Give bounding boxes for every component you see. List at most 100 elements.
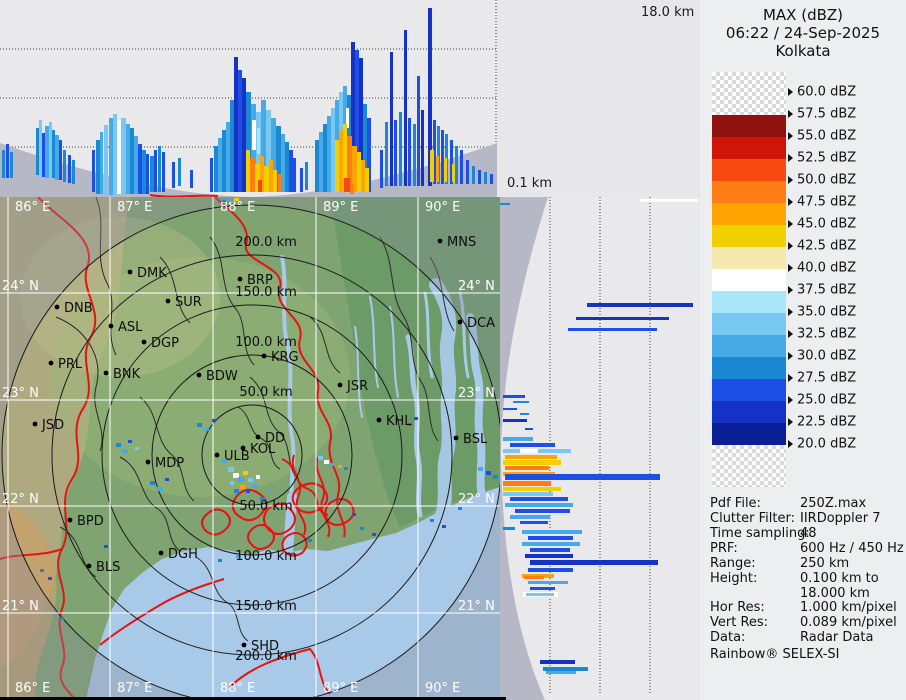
echo-bar	[503, 460, 561, 465]
echo-bar	[250, 158, 255, 192]
scale-value-label: 37.5 dBZ	[797, 283, 856, 298]
echo-bar	[587, 303, 693, 307]
city-label: ASL	[118, 320, 143, 335]
tick-marker-icon	[788, 308, 793, 316]
echo-cell	[352, 513, 356, 516]
echo-cell	[308, 539, 312, 542]
tick-marker-icon	[788, 110, 793, 118]
echo-cell	[360, 527, 364, 530]
city-dot	[238, 277, 243, 282]
scale-value-label: 27.5 dBZ	[797, 371, 856, 386]
tick-marker-icon	[788, 418, 793, 426]
tick-marker-icon	[788, 176, 793, 184]
tick-marker-icon	[788, 154, 793, 162]
echo-cell	[330, 497, 334, 500]
scale-value-label: 20.0 dBZ	[797, 437, 856, 452]
echo-bar	[100, 132, 103, 194]
echo-bar	[505, 466, 549, 470]
range-ring-label: 200.0 km	[235, 235, 297, 250]
echo-bar	[530, 560, 658, 565]
range-ring-label: 100.0 km	[235, 335, 297, 350]
echo-bar	[162, 152, 165, 192]
city-label: ULB	[224, 449, 250, 464]
echo-bar	[234, 57, 238, 192]
echo-cell	[238, 477, 244, 482]
city-label: MNS	[447, 235, 476, 250]
scale-value-label: 35.0 dBZ	[797, 305, 856, 320]
echo-bar	[413, 124, 416, 186]
echo-bar	[335, 140, 339, 192]
city-dot	[87, 564, 92, 569]
echo-cell	[324, 460, 329, 464]
echo-bar	[524, 576, 544, 579]
color-swatch	[712, 291, 786, 313]
longitude-label: 89° E	[323, 681, 358, 696]
echo-bar	[10, 152, 13, 178]
echo-cell	[122, 449, 128, 453]
color-swatch	[712, 137, 786, 159]
echo-bar	[63, 150, 66, 182]
city-label: SUR	[175, 295, 202, 310]
echo-bar	[357, 152, 361, 192]
echo-bar	[339, 130, 343, 192]
city-dot	[146, 460, 151, 465]
tick-marker-icon	[788, 286, 793, 294]
color-swatch	[712, 335, 786, 357]
echo-bar	[543, 667, 588, 671]
metadata-value: 1.000 km/pixel	[800, 600, 897, 615]
echo-cell	[212, 419, 216, 422]
echo-cell	[230, 481, 234, 485]
metadata-label: Vert Res:	[710, 615, 768, 630]
scale-value-label: 25.0 dBZ	[797, 393, 856, 408]
echo-cell	[256, 475, 260, 479]
echo-bar	[315, 140, 319, 192]
echo-bar	[490, 174, 493, 184]
top-height-projection-panel[interactable]	[0, 0, 497, 197]
city-label: BNK	[113, 367, 141, 382]
echo-cell	[330, 463, 334, 466]
echo-cell	[222, 200, 226, 202]
metadata-label: Data:	[710, 630, 745, 645]
metadata-label: Hor Res:	[710, 600, 765, 615]
echo-bar	[42, 133, 45, 177]
echo-bar	[515, 509, 570, 513]
echo-bar	[121, 118, 126, 194]
city-label: BSL	[463, 432, 488, 447]
city-dot	[454, 436, 459, 441]
echo-cell	[165, 478, 169, 481]
echo-cell	[338, 465, 342, 468]
color-swatch	[712, 357, 786, 379]
echo-cell	[234, 198, 239, 201]
echo-cell	[197, 423, 202, 427]
range-ring-label: 200.0 km	[235, 649, 297, 664]
echo-cell	[228, 199, 234, 202]
city-label: DMK	[137, 266, 167, 281]
echo-bar	[478, 170, 481, 184]
echo-bar	[568, 328, 657, 331]
echo-bar	[2, 150, 5, 178]
color-swatch	[712, 225, 786, 247]
echo-cell	[157, 487, 163, 491]
echo-bar	[484, 172, 487, 184]
echo-bar	[455, 146, 458, 184]
product-name: MAX (dBZ)	[700, 6, 906, 24]
radar-map-view[interactable]: 86° E86° E87° E87° E88° E88° E89° E89° E…	[0, 197, 500, 700]
echo-bar	[150, 156, 154, 192]
echo-bar	[285, 142, 289, 192]
city-dot	[166, 299, 171, 304]
echo-bar	[520, 521, 548, 524]
station-name: Kolkata	[700, 42, 906, 60]
tick-marker-icon	[788, 396, 793, 404]
echo-bar	[503, 492, 553, 496]
city-label: BPD	[77, 514, 104, 529]
latitude-label: 21° N	[458, 599, 495, 614]
echo-bar	[421, 110, 424, 186]
echo-bar	[134, 136, 138, 194]
echo-bar	[510, 443, 555, 447]
side-height-projection-panel[interactable]	[500, 197, 700, 700]
longitude-label: 89° E	[323, 200, 358, 215]
echo-bar	[530, 587, 555, 590]
echo-bar	[230, 100, 234, 192]
min-height-axis-label: 0.1 km	[507, 176, 552, 191]
color-swatch	[712, 379, 786, 401]
